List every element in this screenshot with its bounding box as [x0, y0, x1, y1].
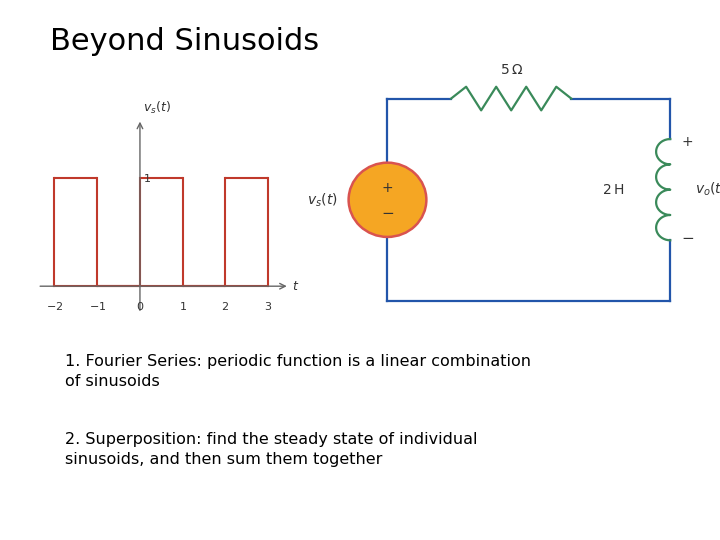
Text: $1$: $1$ [179, 300, 186, 312]
Text: $5\,\Omega$: $5\,\Omega$ [500, 63, 523, 77]
Text: $-2$: $-2$ [46, 300, 63, 312]
Text: $2\,\mathrm{H}$: $2\,\mathrm{H}$ [602, 183, 624, 197]
Text: $0$: $0$ [136, 300, 144, 312]
Text: $-$: $-$ [681, 230, 694, 245]
Text: $+$: $+$ [681, 136, 693, 150]
Text: Beyond Sinusoids: Beyond Sinusoids [50, 27, 320, 56]
Text: 2. Superposition: find the steady state of individual
sinusoids, and then sum th: 2. Superposition: find the steady state … [65, 432, 477, 467]
Circle shape [348, 163, 426, 237]
Text: $v_o(t)$: $v_o(t)$ [695, 181, 720, 198]
Text: $+$: $+$ [382, 181, 394, 195]
Text: $v_s(t)$: $v_s(t)$ [143, 99, 171, 116]
Text: $1$: $1$ [143, 172, 151, 184]
Text: $2$: $2$ [222, 300, 230, 312]
Text: 1. Fourier Series: periodic function is a linear combination
of sinusoids: 1. Fourier Series: periodic function is … [65, 354, 531, 388]
Text: $3$: $3$ [264, 300, 272, 312]
Text: $-$: $-$ [381, 204, 394, 219]
Text: $-1$: $-1$ [89, 300, 106, 312]
Text: $v_s(t)$: $v_s(t)$ [307, 191, 338, 208]
Text: $t$: $t$ [292, 280, 299, 293]
